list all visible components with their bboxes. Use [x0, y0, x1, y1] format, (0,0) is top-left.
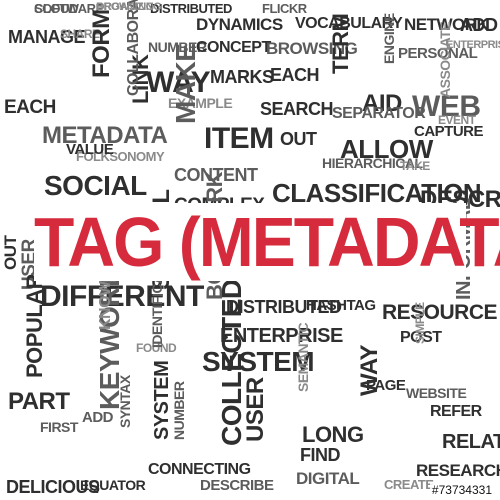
- cloud-word: ENTERPRISE: [446, 39, 500, 51]
- cloud-word: DIGITAL: [296, 469, 360, 488]
- cloud-word: FOLKSONOMY: [76, 149, 165, 164]
- cloud-word: MAKE: [170, 43, 201, 124]
- cloud-word: EXAMPLE: [168, 95, 233, 111]
- cloud-word: DIFFERENT: [40, 280, 204, 313]
- cloud-word: TERM: [328, 13, 353, 74]
- cloud-word: VALUE: [66, 141, 114, 158]
- cloud-word: FIND: [300, 445, 341, 465]
- cloud-word: DESCRIBE: [200, 477, 274, 494]
- cloud-word: MANAGE: [8, 27, 86, 47]
- cloud-word: DISTRIBUTED: [150, 1, 232, 16]
- cloud-word: NETWORK: [404, 15, 489, 34]
- cloud-word: RELATED: [442, 431, 500, 453]
- cloud-word: CLOUD: [34, 1, 78, 16]
- cloud-word: SYSTEM: [202, 346, 315, 377]
- cloud-word: EACH: [270, 65, 320, 85]
- cloud-word: AID: [362, 90, 402, 117]
- cloud-word: ALLOW: [340, 134, 433, 164]
- cloud-word: PAGE: [366, 377, 406, 394]
- cloud-word: VOCABULARY: [295, 15, 403, 32]
- cloud-word: ORGANIZING: [96, 1, 162, 13]
- cloud-word: ADD: [82, 409, 114, 426]
- cloud-word: DELICIOUS: [6, 477, 100, 497]
- cloud-word: LONG: [302, 422, 364, 447]
- cloud-word: ADD: [460, 15, 498, 35]
- cloud-word: DISTRIBUTED: [226, 297, 342, 317]
- cloud-word: MARKS: [210, 67, 274, 87]
- cloud-word: NUMBER: [148, 39, 207, 55]
- cloud-word: EACH: [4, 97, 56, 118]
- cloud-word: WEBSITE: [406, 385, 467, 401]
- cloud-word: CLASSIFICATION: [272, 178, 482, 208]
- cloud-word: SOFTWARE: [34, 1, 104, 16]
- cloud-word: PART: [8, 388, 70, 415]
- stock-id-label: #73734331: [429, 483, 494, 497]
- cloud-word: ASSOCIATE: [437, 21, 453, 98]
- cloud-word: COLLABORATIVE: [125, 0, 142, 96]
- cloud-word: USER: [242, 377, 269, 442]
- cloud-word: SEMANTIC: [295, 322, 311, 392]
- cloud-word: TAKE: [400, 159, 430, 173]
- cloud-word: WAY: [146, 66, 211, 99]
- cloud-word: ENGINE: [381, 13, 397, 64]
- cloud-word: SEARCH: [260, 99, 334, 119]
- cloud-word: OUT: [280, 129, 317, 149]
- cloud-word: HASHTAG: [306, 297, 376, 314]
- cloud-word: NUMBER: [171, 381, 187, 440]
- title-backdrop: [34, 203, 466, 281]
- cloud-word: CREATE: [384, 477, 434, 492]
- cloud-word: WAY: [356, 345, 383, 396]
- cloud-word: EQUATOR: [80, 477, 146, 493]
- cloud-word: DYNAMICS: [196, 15, 283, 34]
- cloud-word: OUT: [1, 235, 20, 270]
- cloud-word: CONNECTING: [148, 461, 251, 478]
- cloud-word: POST: [400, 329, 442, 346]
- cloud-word: SYSTEM: [151, 360, 173, 440]
- cloud-word: CONCEPT: [196, 39, 271, 56]
- cloud-word: ENTERPRISE: [220, 325, 343, 347]
- cloud-word: ITEM: [204, 122, 274, 155]
- cloud-word: POPULAR: [22, 273, 47, 378]
- cloud-word: FLICKR: [262, 1, 307, 16]
- cloud-word: HIERARCHICAL: [322, 155, 423, 171]
- cloud-word: SHARE: [60, 27, 100, 41]
- cloud-word: RESEARCH: [416, 461, 500, 480]
- cloud-word: FORM: [88, 9, 115, 78]
- cloud-word: CAPTURE: [414, 123, 484, 140]
- cloud-word: SYNTAX: [117, 375, 133, 428]
- cloud-word: SIMPLE: [413, 302, 427, 344]
- cloud-word: RESOURCE: [382, 301, 498, 324]
- cloud-word: SEPARATOR: [332, 105, 426, 122]
- cloud-word: EVENT: [438, 113, 476, 127]
- cloud-word: WEB: [412, 90, 481, 123]
- cloud-word: BROWSING: [266, 39, 358, 58]
- cloud-word: CONTENT: [174, 165, 258, 185]
- cloud-word: FOUND: [136, 341, 177, 355]
- cloud-word: SOCIAL: [44, 170, 147, 201]
- cloud-word: BROWSING: [96, 1, 154, 13]
- cloud-word: FIRST: [40, 419, 78, 435]
- cloud-word: REFER: [430, 403, 482, 420]
- cloud-word: METADATA: [42, 122, 168, 149]
- center-title: TAG (METADATA): [34, 203, 500, 281]
- cloud-word: PERSONAL: [398, 45, 478, 62]
